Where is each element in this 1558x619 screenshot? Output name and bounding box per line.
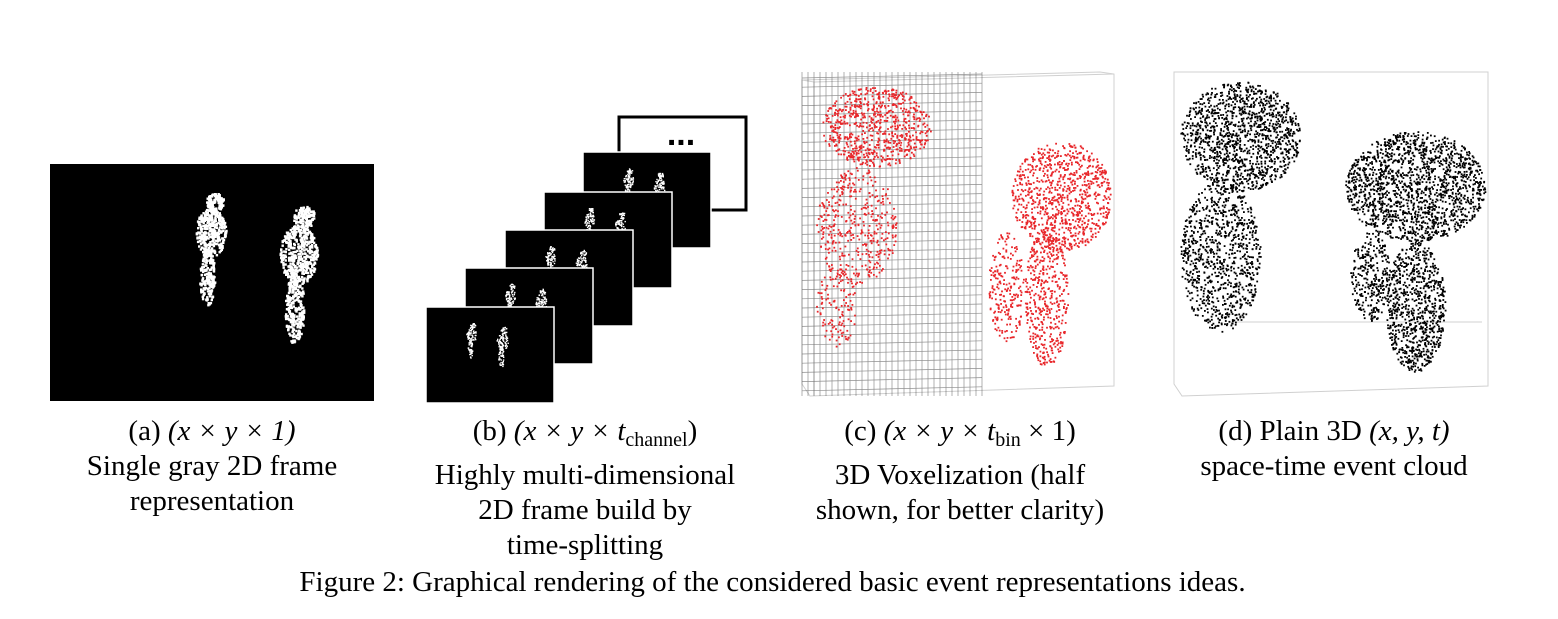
ellipsis-text: ...: [667, 115, 695, 153]
figure-caption: Figure 2: Graphical rendering of the con…: [299, 566, 1246, 598]
panel-b-line-2: 2D frame build by: [478, 494, 692, 526]
panel-b-math: (x × y × t: [513, 415, 626, 447]
panel-b-math-sub: channel: [625, 429, 688, 451]
panel-d-label: (d): [1218, 415, 1253, 447]
panel-a-caption: (a) (x × y × 1) Single gray 2D frame rep…: [52, 414, 372, 519]
panel-d-caption: (d) Plain 3D (x, y, t) space-time event …: [1170, 414, 1498, 484]
panel-d-math: (x, y, t): [1369, 415, 1450, 447]
panel-b-caption: (b) (x × y × tchannel) Highly multi-dime…: [410, 414, 760, 563]
panel-c-line-1: 3D Voxelization (half: [834, 459, 1086, 491]
panel-d-line-1: space-time event cloud: [1200, 450, 1468, 482]
panel-a-math: (x × y × 1): [167, 415, 296, 447]
panel-c-math-end: × 1): [1020, 415, 1076, 447]
panel-a-line-2: representation: [129, 485, 295, 517]
panel-c-math: (x × y × t: [883, 415, 996, 447]
panel-d-image: [1170, 66, 1495, 406]
panel-a-image: [50, 164, 374, 401]
panel-c-math-sub: bin: [995, 429, 1021, 451]
panel-c-line-2: shown, for better clarity): [815, 494, 1105, 526]
panel-b-line-3: time-splitting: [506, 529, 664, 561]
panel-c-label: (c): [844, 415, 877, 447]
panel-b-line-1: Highly multi-dimensional: [434, 459, 736, 491]
panel-b-image: ...: [425, 115, 750, 405]
panel-d-label-text: Plain 3D: [1259, 415, 1362, 447]
panel-a-line-1: Single gray 2D frame: [86, 450, 338, 482]
panel-c-caption: (c) (x × y × tbin × 1) 3D Voxelization (…: [790, 414, 1130, 528]
panel-b-math-end: ): [687, 415, 698, 447]
panel-b-label: (b): [472, 415, 507, 447]
panel-a-label: (a): [128, 415, 161, 447]
panel-c-image: [796, 66, 1126, 406]
